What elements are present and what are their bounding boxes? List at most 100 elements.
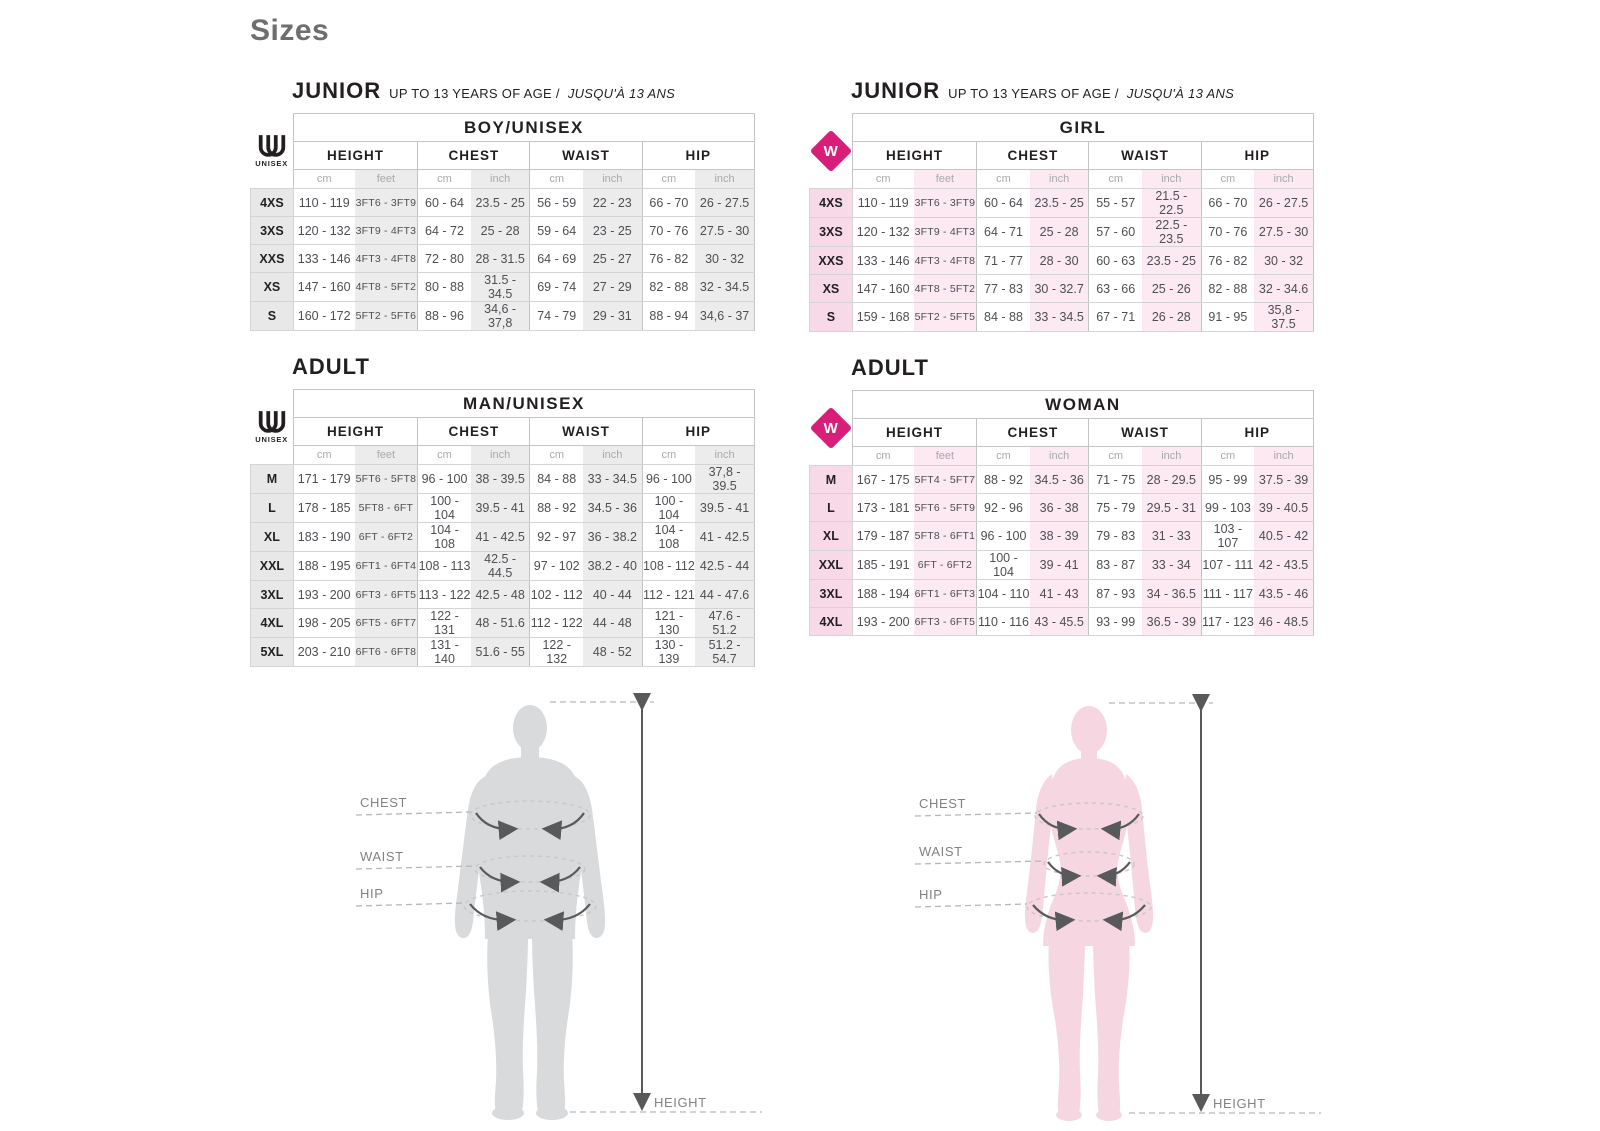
size-label: 4XL	[809, 607, 853, 636]
measure-cell: 38.2 - 40	[582, 551, 643, 581]
unit: inch	[1141, 446, 1202, 466]
measure-cell: 36 - 38.2	[582, 522, 643, 552]
measure-cell: 39.5 - 41	[470, 493, 530, 523]
measure-cell: 26 - 28	[1141, 302, 1202, 332]
unit: cm	[641, 169, 696, 189]
measure-cell: 64 - 69	[529, 244, 583, 273]
unit: cm	[1088, 169, 1142, 189]
size-label: S	[809, 302, 853, 332]
size-row: XXL 185 - 191 6FT - 6FT2 100 - 104 39 - 41 83…	[809, 550, 1315, 580]
chest-leader-line	[914, 812, 1038, 817]
hip-ellipse	[1026, 892, 1152, 922]
measure-cell: 113 - 122	[417, 580, 471, 609]
measure-cell: 110 - 119	[851, 188, 914, 218]
measure-cell: 97 - 102	[529, 551, 583, 581]
measure-cell: 6FT1 - 6FT4	[354, 551, 418, 581]
woman-diamond-icon: W	[809, 129, 852, 172]
junior-subtitle-fr: JUSQU'À 13 ANS	[567, 86, 676, 101]
waist-ellipse	[474, 855, 586, 883]
size-row: M 171 - 179 5FT6 - 5FT8 96 - 100 38 - 39.5 84…	[250, 464, 756, 494]
measure-cell: 39 - 41	[1029, 550, 1089, 580]
measure-cell: 112 - 121	[641, 580, 696, 609]
measure-cell: 60 - 64	[417, 188, 471, 217]
col-chest: CHEST	[976, 418, 1089, 447]
unit: cm	[641, 445, 696, 465]
measure-cell: 34.5 - 36	[1029, 465, 1089, 494]
sizes-page: Sizes JUNIOR UP TO 13 YEARS OF AGE / JUS…	[250, 0, 1325, 1122]
col-height: HEIGHT	[292, 141, 418, 170]
measure-cell: 5FT2 - 5FT6	[354, 301, 418, 331]
measure-cell: 42 - 43.5	[1254, 550, 1315, 580]
measure-cell: 38 - 39	[1029, 521, 1089, 551]
measure-cell: 67 - 71	[1088, 302, 1142, 332]
size-row: XS 147 - 160 4FT8 - 5FT2 77 - 83 30 - 32.7 63…	[809, 274, 1315, 303]
measure-cell: 83 - 87	[1088, 550, 1142, 580]
measure-cell: 22.5 - 23.5	[1141, 217, 1202, 247]
page-title: Sizes	[250, 14, 330, 47]
unisex-logo-icon	[258, 411, 285, 433]
measure-cell: 48 - 51.6	[470, 608, 530, 638]
measure-cell: 39 - 40.5	[1254, 493, 1315, 522]
unit: cm	[417, 445, 471, 465]
measure-cell: 37.5 - 39	[1254, 465, 1315, 494]
measure-cell: 28 - 29.5	[1141, 465, 1202, 494]
measure-cell: 6FT - 6FT2	[913, 550, 977, 580]
measure-cell: 131 - 140	[417, 637, 471, 667]
measure-cell: 44 - 47.6	[695, 580, 756, 609]
unisex-icon-label: UNISEX	[255, 435, 289, 445]
unit: cm	[529, 169, 583, 189]
measure-cell: 6FT3 - 6FT5	[354, 580, 418, 609]
unit: inch	[470, 169, 530, 189]
measure-cell: 147 - 160	[292, 272, 355, 302]
measure-cell: 36.5 - 39	[1141, 607, 1202, 636]
measure-cell: 104 - 108	[641, 522, 696, 552]
measure-cell: 69 - 74	[529, 272, 583, 302]
measure-cell: 130 - 139	[641, 637, 696, 667]
measure-cell: 42.5 - 48	[470, 580, 530, 609]
measure-cell: 29 - 31	[582, 301, 643, 331]
junior-subtitle-en: UP TO 13 YEARS OF AGE /	[389, 86, 560, 101]
unit: cm	[851, 169, 914, 189]
col-chest: CHEST	[417, 141, 530, 170]
measure-cell: 33 - 34	[1141, 550, 1202, 580]
col-height: HEIGHT	[292, 417, 418, 446]
measure-cell: 57 - 60	[1088, 217, 1142, 247]
measure-cell: 77 - 83	[976, 274, 1030, 303]
measure-cell: 72 - 80	[417, 244, 471, 273]
measure-cell: 95 - 99	[1200, 465, 1255, 494]
measure-cell: 100 - 104	[417, 493, 471, 523]
measure-cell: 5FT2 - 5FT5	[913, 302, 977, 332]
size-label: XXS	[809, 246, 853, 275]
measure-cell: 6FT6 - 6FT8	[354, 637, 418, 667]
measure-cell: 117 - 123	[1200, 607, 1255, 636]
measure-cell: 31 - 33	[1141, 521, 1202, 551]
size-row: M 167 - 175 5FT4 - 5FT7 88 - 92 34.5 - 36 71 …	[809, 465, 1315, 494]
size-row: S 160 - 172 5FT2 - 5FT6 88 - 96 34,6 - 37,8 7…	[250, 301, 756, 331]
measure-cell: 26 - 27.5	[1254, 188, 1315, 218]
unit: inch	[1141, 169, 1202, 189]
measure-cell: 27.5 - 30	[695, 216, 756, 245]
measure-cell: 75 - 79	[1088, 493, 1142, 522]
measure-cell: 44 - 48	[582, 608, 643, 638]
hip-label: HIP	[360, 886, 383, 901]
measure-cell: 27 - 29	[582, 272, 643, 302]
measure-cell: 203 - 210	[292, 637, 355, 667]
adult-title: ADULT	[292, 354, 370, 379]
unit: inch	[582, 169, 643, 189]
unit: inch	[1254, 169, 1315, 189]
woman-size-table: W WOMAN HEIGHT CHEST WAIST HIP cm f	[809, 390, 1315, 636]
measure-cell: 25 - 27	[582, 244, 643, 273]
size-row: 3XS 120 - 132 3FT9 - 4FT3 64 - 72 25 - 28 59 …	[250, 216, 756, 245]
waist-label: WAIST	[919, 844, 963, 859]
measure-cell: 71 - 75	[1088, 465, 1142, 494]
measure-cell: 23.5 - 25	[1029, 188, 1089, 218]
size-row: XS 147 - 160 4FT8 - 5FT2 80 - 88 31.5 - 34.5…	[250, 272, 756, 302]
measure-cell: 25 - 28	[470, 216, 530, 245]
size-row: S 159 - 168 5FT2 - 5FT5 84 - 88 33 - 34.5 67 …	[809, 302, 1315, 332]
measure-cell: 76 - 82	[1200, 246, 1255, 275]
col-chest: CHEST	[976, 141, 1089, 170]
measure-cell: 59 - 64	[529, 216, 583, 245]
hip-arrow-right	[543, 903, 591, 931]
measure-cell: 25 - 26	[1141, 274, 1202, 303]
measure-cell: 5FT6 - 5FT9	[913, 493, 977, 522]
